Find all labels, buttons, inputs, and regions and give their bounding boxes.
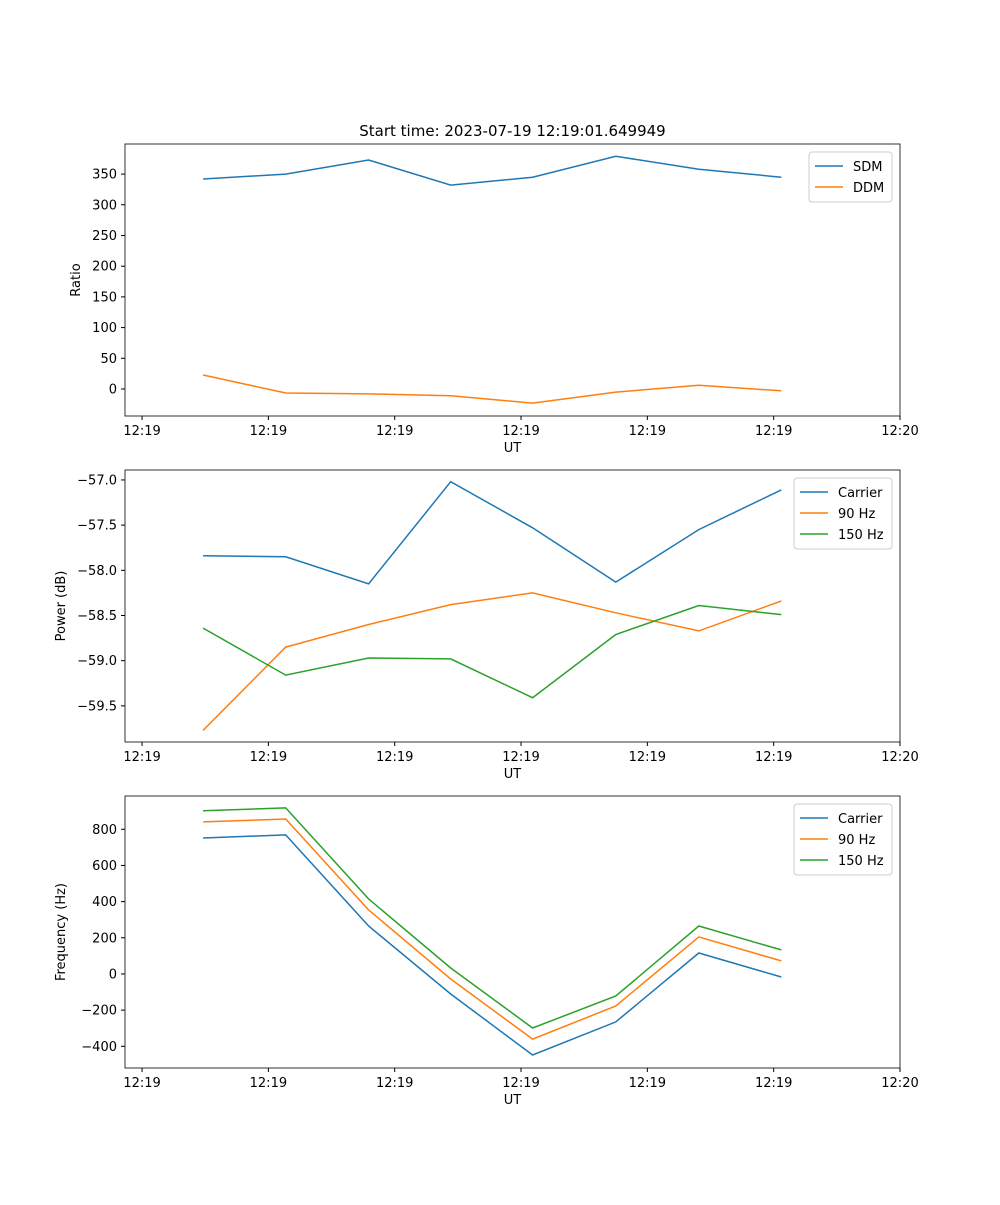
axes-frame (124, 795, 901, 1069)
x-tick-label: 12:19 (629, 750, 666, 765)
y-tick-label: −57.5 (77, 519, 117, 534)
legend-label: SDM (853, 160, 882, 175)
x-tick-label: 12:19 (755, 424, 792, 439)
y-tick-label: −57.0 (77, 473, 117, 488)
y-tick-label: 150 (92, 290, 117, 305)
x-tick-label: 12:19 (250, 750, 287, 765)
subplot-3: 12:19 12:19 12:19 12:19 12:19 12:19 12:20 UT −40… (54, 795, 919, 1108)
series-line-90-hz (202, 592, 782, 731)
x-tick-label: 12:19 (376, 750, 413, 765)
legend-box (808, 151, 893, 203)
x-tick-label: 12:19 (123, 1076, 160, 1091)
series-line-carrier (203, 834, 782, 1056)
legend-label: 150 Hz (838, 528, 884, 543)
x-tick-label: 12:19 (250, 424, 287, 439)
x-tick-label: 12:19 (629, 424, 666, 439)
x-tick-label: 12:19 (629, 1076, 666, 1091)
legend-box (793, 803, 893, 876)
series-line-sdm (203, 155, 782, 186)
legend: Carrier 90 Hz 150 Hz (793, 803, 893, 876)
y-tick-label: 300 (92, 198, 117, 213)
y-tick-label: 800 (92, 823, 117, 838)
legend-label: 150 Hz (838, 854, 884, 869)
y-tick-label: 250 (92, 229, 117, 244)
y-tick-label: 200 (92, 260, 117, 275)
series-line-carrier (203, 480, 782, 585)
y-axis-label: Frequency (Hz) (54, 883, 69, 981)
legend: SDM DDM (808, 151, 893, 203)
subplot-2: 12:19 12:19 12:19 12:19 12:19 12:19 12:20 UT −59… (54, 469, 919, 782)
axes-frame (124, 143, 901, 417)
y-tick-label: −59.0 (77, 654, 117, 669)
x-tick-label: 12:19 (755, 1076, 792, 1091)
x-tick-label: 12:19 (755, 750, 792, 765)
y-tick-label: −200 (81, 1004, 117, 1019)
y-axis-label: Power (dB) (54, 571, 69, 642)
x-axis-label: UT (504, 441, 522, 456)
x-tick-label: 12:19 (123, 750, 160, 765)
x-tick-label: 12:19 (502, 750, 539, 765)
y-tick-label: 350 (92, 168, 117, 183)
legend-label: Carrier (838, 812, 883, 827)
y-tick-label: 200 (92, 931, 117, 946)
legend-label: 90 Hz (838, 833, 875, 848)
y-tick-label: 100 (92, 321, 117, 336)
legend: Carrier 90 Hz 150 Hz (793, 477, 893, 550)
x-tick-label: 12:20 (881, 750, 918, 765)
x-tick-label: 12:20 (881, 1076, 918, 1091)
y-tick-label: 0 (109, 967, 117, 982)
subplot-1: Start time: 2023-07-19 12:19:01.649949 12… (69, 122, 919, 456)
series-line-ddm (202, 374, 782, 404)
y-tick-label: −58.5 (77, 609, 117, 624)
x-axis-label: UT (504, 767, 522, 782)
x-axis-label: UT (504, 1093, 522, 1108)
y-tick-label: 0 (109, 382, 117, 397)
series-line-90-hz (203, 818, 782, 1040)
y-tick-label: −58.0 (77, 564, 117, 579)
chart-title: Start time: 2023-07-19 12:19:01.649949 (359, 122, 665, 140)
series-line-150-hz (203, 807, 782, 1029)
y-tick-label: −400 (81, 1040, 117, 1055)
x-tick-label: 12:19 (502, 424, 539, 439)
legend-box (793, 477, 893, 550)
x-tick-label: 12:19 (376, 1076, 413, 1091)
series-line-150-hz (202, 604, 782, 699)
x-tick-label: 12:19 (502, 1076, 539, 1091)
y-tick-label: 50 (100, 352, 117, 367)
y-tick-label: 400 (92, 895, 117, 910)
legend-label: DDM (853, 181, 884, 196)
x-tick-label: 12:19 (376, 424, 413, 439)
axes-frame (124, 469, 901, 743)
y-tick-label: 600 (92, 859, 117, 874)
x-tick-label: 12:19 (250, 1076, 287, 1091)
x-tick-label: 12:20 (881, 424, 918, 439)
y-tick-label: −59.5 (77, 699, 117, 714)
legend-label: 90 Hz (838, 507, 875, 522)
legend-label: Carrier (838, 486, 883, 501)
y-axis-label: Ratio (69, 263, 84, 296)
x-tick-label: 12:19 (123, 424, 160, 439)
